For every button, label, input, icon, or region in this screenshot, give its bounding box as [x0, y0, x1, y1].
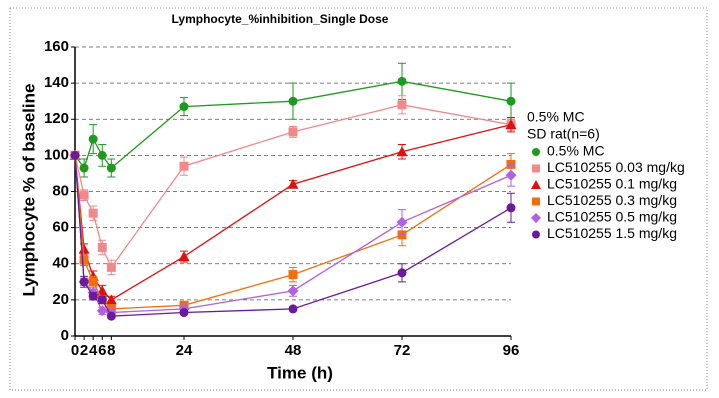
marker [105, 294, 117, 305]
y-tick-label: 120 [44, 110, 69, 127]
marker [79, 190, 89, 200]
marker [79, 163, 89, 173]
marker [179, 102, 189, 112]
legend-label: LC510255 0.03 mg/kg [547, 159, 685, 175]
legend-marker [532, 164, 540, 173]
marker [78, 243, 90, 254]
x-tick-label: 96 [503, 342, 520, 359]
legend-label: LC510255 0.1 mg/kg [547, 176, 677, 192]
y-tick-label: 80 [52, 182, 69, 199]
legend-marker [532, 230, 540, 239]
marker [179, 161, 189, 171]
marker [106, 262, 116, 272]
x-tick-label: 24 [176, 342, 193, 359]
x-tick-label: 0 [71, 342, 79, 359]
y-axis-label: Lymphocyte % of baseline [19, 84, 38, 297]
y-tick-label: 140 [44, 74, 69, 91]
x-tick-label: 72 [394, 342, 411, 359]
legend-marker [531, 180, 541, 189]
marker [97, 150, 107, 160]
marker [88, 277, 98, 287]
x-tick-label: 8 [107, 342, 115, 359]
marker [506, 203, 516, 213]
legend-label: LC510255 0.5 mg/kg [547, 209, 677, 225]
marker [287, 285, 299, 297]
marker [397, 76, 407, 86]
marker [287, 178, 299, 189]
x-tick-label: 48 [285, 342, 302, 359]
marker [397, 268, 407, 278]
legend-marker [532, 197, 540, 206]
marker [506, 96, 516, 106]
marker [97, 295, 107, 305]
x-tick-label: 6 [98, 342, 106, 359]
marker [396, 146, 408, 157]
marker [88, 134, 98, 144]
legend-marker [531, 213, 541, 223]
legend-label: LC510255 0.3 mg/kg [547, 192, 677, 208]
legend-title: 0.5% MC [527, 109, 585, 125]
marker [79, 277, 89, 287]
y-tick-label: 160 [44, 38, 69, 55]
marker [96, 285, 108, 296]
chart-title: Lymphocyte_%inhibition_Single Dose [172, 12, 389, 26]
x-tick-label: 2 [80, 342, 88, 359]
legend-label: 0.5% MC [547, 143, 605, 159]
marker [96, 305, 108, 317]
marker [505, 169, 517, 181]
marker [106, 311, 116, 321]
x-axis-label: Time (h) [267, 363, 333, 382]
marker [106, 163, 116, 173]
y-tick-label: 60 [52, 219, 69, 236]
y-tick-label: 40 [52, 255, 69, 272]
marker [97, 242, 107, 252]
y-tick-label: 20 [52, 291, 69, 308]
legend-title: SD rat(n=6) [527, 126, 600, 142]
marker [288, 96, 298, 106]
marker [79, 255, 89, 265]
marker [178, 251, 190, 262]
marker [397, 100, 407, 110]
y-tick-label: 100 [44, 146, 69, 163]
x-tick-label: 4 [89, 342, 98, 359]
marker [88, 291, 98, 301]
marker [288, 127, 298, 137]
legend-marker [532, 148, 540, 156]
marker [70, 150, 80, 160]
marker [88, 208, 98, 218]
frame [9, 7, 708, 391]
legend-label: LC510255 1.5 mg/kg [547, 225, 677, 241]
marker [288, 270, 298, 280]
marker [505, 119, 517, 130]
y-tick-label: 0 [61, 327, 69, 344]
marker [396, 216, 408, 228]
marker [288, 304, 298, 314]
marker [179, 308, 189, 318]
